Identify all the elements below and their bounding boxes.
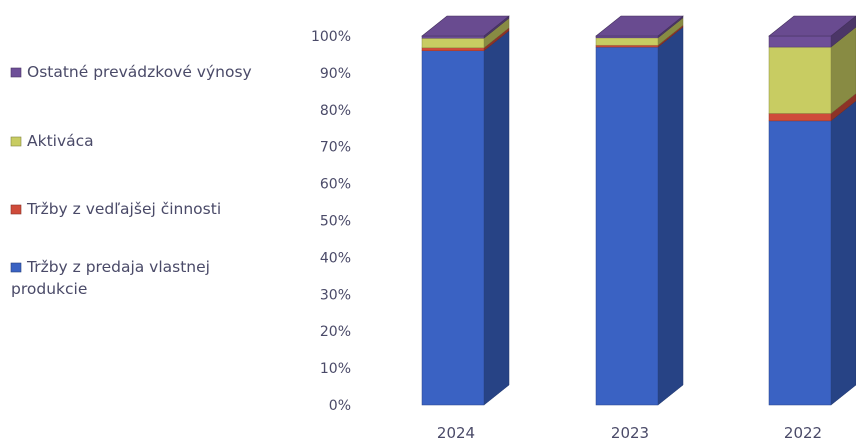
- legend-item: Aktiváca: [10, 132, 94, 150]
- legend-label: Tržby z vedľajšej činnosti: [26, 200, 221, 218]
- legend-swatch: [10, 136, 22, 147]
- legend-label: Aktiváca: [27, 132, 94, 150]
- legend-label: Tržby z predaja vlastnej produkcie: [11, 258, 210, 298]
- y-tick-label: 100%: [311, 29, 351, 45]
- bar-2024-series-3: [421, 35, 485, 39]
- bar-2023-series-2: [595, 37, 659, 46]
- bar-top-2024: [421, 15, 510, 37]
- bar-stack-2023: [595, 15, 684, 406]
- y-tick-label: 10%: [320, 361, 351, 377]
- bar-top-2022: [768, 15, 856, 37]
- x-tick-label: 2022: [784, 424, 822, 441]
- legend-swatch: [10, 204, 22, 215]
- bar-stack-2024: [421, 15, 510, 406]
- x-axis: 2024 2023 2022: [437, 424, 822, 441]
- legend: Ostatné prevádzkové výnosy Aktiváca Tržby …: [10, 63, 252, 298]
- legend-item: Tržby z predaja vlastnej produkcie: [10, 258, 210, 298]
- bar-2022-series-3: [768, 35, 832, 48]
- bar-2022-series-2: [768, 46, 832, 114]
- y-tick-label: 60%: [320, 177, 351, 193]
- x-tick-label: 2023: [611, 424, 649, 441]
- y-tick-label: 90%: [320, 66, 351, 82]
- bar-side-2024-series-0: [483, 30, 510, 406]
- y-tick-label: 80%: [320, 103, 351, 119]
- y-tick-label: 50%: [320, 214, 351, 230]
- bar-2024-series-2: [421, 37, 485, 49]
- bar-2023-series-0: [595, 46, 659, 406]
- legend-item: Ostatné prevádzkové výnosy: [10, 63, 252, 81]
- bars: [421, 15, 856, 406]
- bar-stack-2022: [768, 15, 856, 406]
- y-tick-label: 70%: [320, 140, 351, 156]
- bar-side-2022-series-0: [830, 100, 856, 406]
- x-tick-label: 2024: [437, 424, 475, 441]
- y-tick-label: 20%: [320, 324, 351, 340]
- legend-swatch: [10, 67, 22, 78]
- legend-label: Ostatné prevádzkové výnosy: [27, 63, 252, 81]
- legend-item: Tržby z vedľajšej činnosti: [10, 200, 221, 218]
- bar-2024-series-1: [421, 47, 485, 52]
- bar-side-2023-series-0: [657, 26, 684, 406]
- bar-2022-series-1: [768, 113, 832, 122]
- y-tick-label: 0%: [329, 398, 351, 414]
- bar-top-2023: [595, 15, 684, 37]
- y-axis: 0% 10% 20% 30% 40% 50% 60% 70% 80% 90% 100%: [311, 29, 351, 414]
- y-tick-label: 30%: [320, 287, 351, 303]
- bar-2023-series-1: [595, 44, 659, 48]
- bar-2024-series-0: [421, 50, 485, 406]
- legend-swatch: [10, 262, 22, 273]
- bar-2022-series-0: [768, 120, 832, 406]
- y-tick-label: 40%: [320, 250, 351, 266]
